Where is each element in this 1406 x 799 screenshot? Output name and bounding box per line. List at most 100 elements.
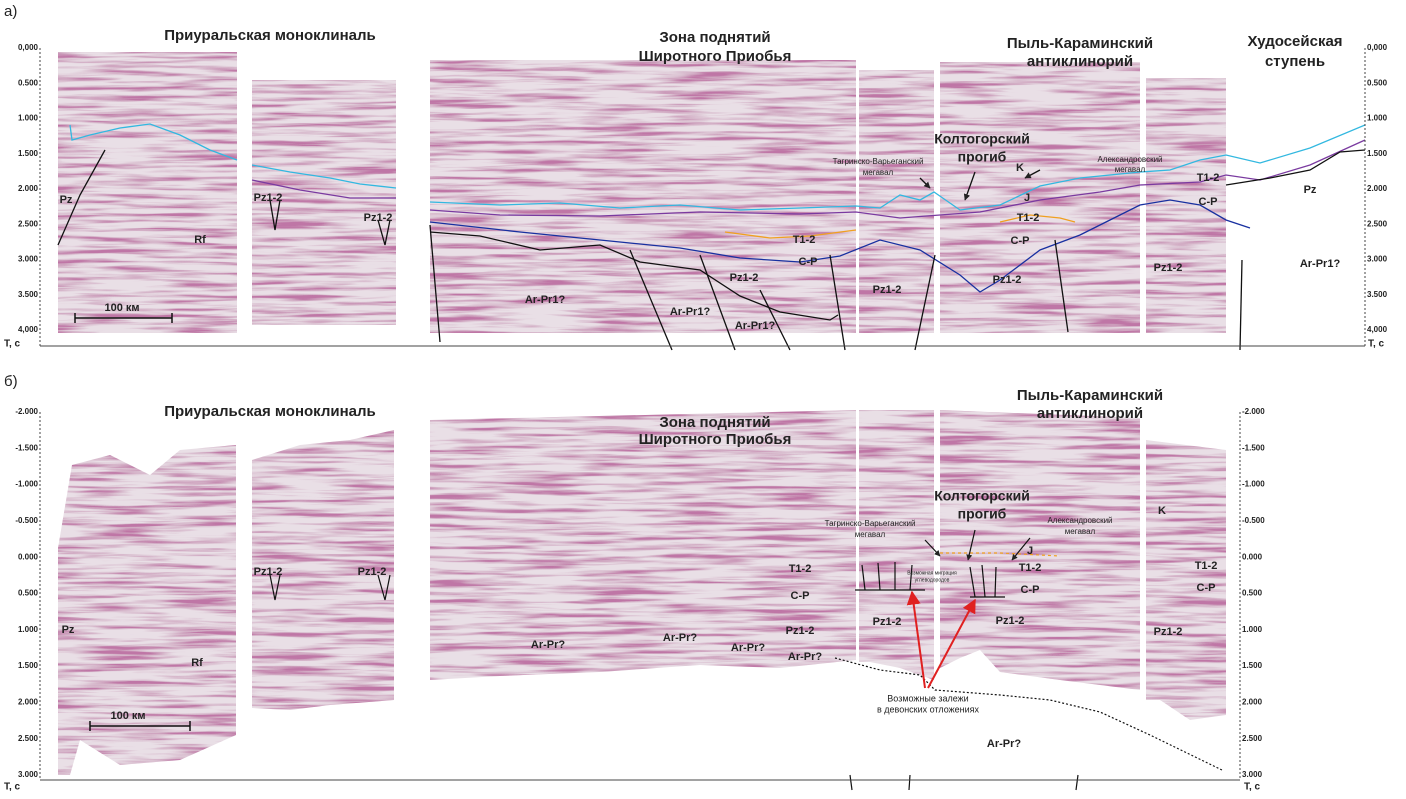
tick-label-left: 1.000 bbox=[18, 625, 39, 634]
formation-label: C-P bbox=[1021, 584, 1040, 596]
tick-label-left: 3.500 bbox=[18, 290, 39, 299]
tick-label-left: -0.500 bbox=[15, 516, 38, 525]
callout: Колтогорский bbox=[934, 131, 1030, 147]
formation-label: C-P bbox=[1011, 235, 1030, 247]
tick-label-right: 0,000 bbox=[1367, 43, 1388, 52]
annotation: Александровский bbox=[1047, 516, 1112, 525]
panel-label: б) bbox=[4, 373, 18, 390]
formation-label: Pz1-2 bbox=[254, 192, 283, 204]
formation-label: Ar-Pr1? bbox=[1300, 258, 1341, 270]
arrows-b bbox=[906, 590, 976, 689]
tick-label-left: 3.000 bbox=[18, 770, 39, 779]
region-title: Широтного Приобья bbox=[639, 431, 792, 448]
annotation: углеводородов bbox=[915, 577, 950, 583]
formation-label: Pz1-2 bbox=[1154, 262, 1183, 274]
formation-label: 100 км bbox=[104, 302, 139, 314]
tick-label-left: 0.500 bbox=[18, 589, 39, 598]
region-title: Пыль-Караминский bbox=[1007, 35, 1153, 52]
tick-label-right: -2.000 bbox=[1242, 407, 1265, 416]
horizons-a bbox=[57, 123, 1366, 351]
panel-label: а) bbox=[4, 3, 17, 20]
axis-unit: T, с bbox=[4, 782, 21, 793]
formation-label: Ar-Pr? bbox=[731, 642, 766, 654]
formation-label: Pz1-2 bbox=[786, 625, 815, 637]
callout: прогиб bbox=[958, 149, 1007, 165]
formation-label: Rf bbox=[194, 234, 206, 246]
formation-label: T1-2 bbox=[1017, 212, 1040, 224]
region-title: антиклинорий bbox=[1027, 53, 1133, 70]
region-title: ступень bbox=[1265, 53, 1325, 70]
region-title: Широтного Приобья bbox=[639, 48, 792, 65]
formation-label: T1-2 bbox=[1197, 172, 1220, 184]
formation-label: Pz1-2 bbox=[873, 284, 902, 296]
seismic-b bbox=[58, 410, 1226, 775]
formation-label: 100 км bbox=[110, 710, 145, 722]
region-title: Зона поднятий bbox=[659, 29, 770, 46]
callout: Колтогорский bbox=[934, 488, 1030, 504]
scale-bar-b bbox=[89, 721, 191, 731]
tick-label-left: 1.500 bbox=[18, 661, 39, 670]
callout: прогиб bbox=[958, 506, 1007, 522]
tick-label-left: -1.500 bbox=[15, 443, 38, 452]
formation-label: C-P bbox=[791, 590, 810, 602]
formation-label: Pz1-2 bbox=[364, 212, 393, 224]
tick-label-right: 1.500 bbox=[1242, 661, 1263, 670]
tick-label-left: 0.500 bbox=[18, 78, 39, 87]
tick-label-right: 1.500 bbox=[1367, 149, 1388, 158]
tick-label-left: -2.000 bbox=[15, 407, 38, 416]
region-title: Пыль-Караминский bbox=[1017, 387, 1163, 404]
scale-bar-a bbox=[74, 313, 173, 323]
annotation: Тагринско-Варьеганский bbox=[833, 157, 924, 166]
seismic-a bbox=[58, 52, 1226, 333]
formation-label: Pz1-2 bbox=[873, 616, 902, 628]
tick-label-right: -0.500 bbox=[1242, 516, 1265, 525]
region-title: Приуральская моноклиналь bbox=[164, 27, 376, 44]
formation-label: J bbox=[1024, 192, 1030, 204]
annotation: в девонских отложениях bbox=[877, 704, 980, 714]
tick-label-right: 2.000 bbox=[1367, 184, 1388, 193]
tick-label-right: -1.000 bbox=[1242, 480, 1265, 489]
tick-label-right: 3.000 bbox=[1242, 770, 1263, 779]
tick-label-left: 0.000 bbox=[18, 552, 39, 561]
axis-unit: T, с bbox=[1244, 782, 1261, 793]
annotation: мегавал bbox=[1065, 527, 1096, 536]
tick-label-left: 2.500 bbox=[18, 734, 39, 743]
formation-label: Ar-Pr? bbox=[663, 632, 698, 644]
formation-label: C-P bbox=[1197, 582, 1216, 594]
formation-label: Pz1-2 bbox=[993, 274, 1022, 286]
formation-label: Pz1-2 bbox=[730, 272, 759, 284]
tick-label-right: 0.500 bbox=[1367, 78, 1388, 87]
tick-label-right: 2.500 bbox=[1367, 219, 1388, 228]
annotation: Возможная миграция bbox=[907, 570, 957, 576]
tick-label-right: 1.000 bbox=[1242, 625, 1263, 634]
formation-label: Rf bbox=[191, 657, 203, 669]
tick-label-left: 2.000 bbox=[18, 184, 39, 193]
tick-label-right: 3.500 bbox=[1367, 290, 1388, 299]
annotation: Александровский bbox=[1097, 155, 1162, 164]
region-title: Приуральская моноклиналь bbox=[164, 403, 376, 420]
tick-label-right: -1.500 bbox=[1242, 443, 1265, 452]
formation-label: Pz1-2 bbox=[358, 566, 387, 578]
formation-label: Ar-Pr1? bbox=[735, 320, 776, 332]
tick-label-left: 1.500 bbox=[18, 149, 39, 158]
tick-label-right: 0.500 bbox=[1242, 589, 1263, 598]
formation-label: Pz1-2 bbox=[1154, 626, 1183, 638]
tick-label-right: 0.000 bbox=[1242, 552, 1263, 561]
tick-label-right: 3.000 bbox=[1367, 255, 1388, 264]
annotation: Тагринско-Варьеганский bbox=[825, 519, 916, 528]
formation-label: K bbox=[1158, 505, 1166, 517]
formation-label: T1-2 bbox=[1195, 560, 1218, 572]
annotation: мегавал bbox=[1115, 165, 1146, 174]
formation-label: Ar-Pr1? bbox=[525, 294, 566, 306]
tick-label-left: -1.000 bbox=[15, 480, 38, 489]
region-title: Зона поднятий bbox=[659, 414, 770, 431]
region-title: Худосейская bbox=[1247, 33, 1342, 50]
formation-label: Ar-Pr? bbox=[788, 651, 823, 663]
formation-label: C-P bbox=[799, 256, 818, 268]
annotation: Возможные залежи bbox=[887, 693, 968, 703]
formation-label: Pz1-2 bbox=[996, 615, 1025, 627]
tick-label-left: 1.000 bbox=[18, 114, 39, 123]
axis-unit: T, с bbox=[4, 339, 21, 350]
arrows-b-black bbox=[924, 529, 1031, 561]
